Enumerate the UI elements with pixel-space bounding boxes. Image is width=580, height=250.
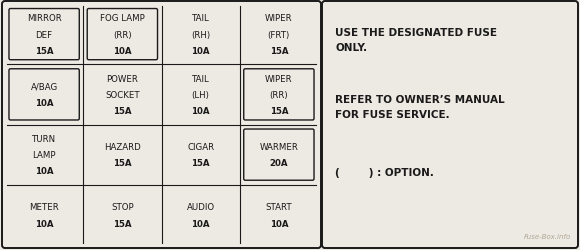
Text: USE THE DESIGNATED FUSE: USE THE DESIGNATED FUSE [335, 28, 497, 38]
Text: WARMER: WARMER [259, 142, 298, 152]
Text: DEF: DEF [35, 30, 53, 40]
Text: FOR FUSE SERVICE.: FOR FUSE SERVICE. [335, 110, 450, 120]
Text: HAZARD: HAZARD [104, 142, 141, 152]
Text: 10A: 10A [191, 219, 210, 228]
Text: LAMP: LAMP [32, 150, 56, 160]
Text: 10A: 10A [35, 167, 53, 176]
Text: A/BAG: A/BAG [31, 82, 58, 92]
Text: REFER TO OWNER’S MANUAL: REFER TO OWNER’S MANUAL [335, 94, 505, 104]
Text: 15A: 15A [270, 47, 288, 56]
Text: 15A: 15A [113, 219, 132, 228]
Text: (RR): (RR) [270, 90, 288, 100]
Text: 10A: 10A [191, 107, 210, 116]
Text: 10A: 10A [35, 98, 53, 108]
Text: (LH): (LH) [191, 90, 209, 100]
Text: 10A: 10A [270, 219, 288, 228]
Text: WIPER: WIPER [265, 74, 293, 83]
Text: (        ) : OPTION.: ( ) : OPTION. [335, 167, 434, 177]
Text: 10A: 10A [113, 47, 132, 56]
Text: 15A: 15A [270, 107, 288, 116]
FancyBboxPatch shape [322, 2, 578, 248]
Text: 15A: 15A [35, 47, 53, 56]
Text: STOP: STOP [111, 202, 133, 211]
Text: 15A: 15A [113, 107, 132, 116]
Text: 10A: 10A [35, 219, 53, 228]
FancyBboxPatch shape [2, 2, 321, 248]
Text: METER: METER [29, 202, 59, 211]
Text: (RR): (RR) [113, 30, 132, 40]
Text: TAIL: TAIL [192, 14, 209, 23]
Text: MIRROR: MIRROR [27, 14, 61, 23]
Text: POWER: POWER [107, 74, 138, 83]
Text: Fuse-Box.info: Fuse-Box.info [524, 233, 571, 239]
Text: (RH): (RH) [191, 30, 210, 40]
Text: START: START [266, 202, 292, 211]
Text: WIPER: WIPER [265, 14, 293, 23]
Text: AUDIO: AUDIO [187, 202, 215, 211]
Text: TAIL: TAIL [192, 74, 209, 83]
Text: 15A: 15A [113, 158, 132, 168]
Text: 10A: 10A [191, 47, 210, 56]
Text: TURN: TURN [32, 134, 56, 143]
Text: ONLY.: ONLY. [335, 43, 367, 53]
Text: CIGAR: CIGAR [187, 142, 214, 152]
Text: SOCKET: SOCKET [105, 90, 140, 100]
Text: 20A: 20A [270, 158, 288, 168]
Text: 15A: 15A [191, 158, 210, 168]
Text: (FRT): (FRT) [268, 30, 290, 40]
Text: FOG LAMP: FOG LAMP [100, 14, 145, 23]
